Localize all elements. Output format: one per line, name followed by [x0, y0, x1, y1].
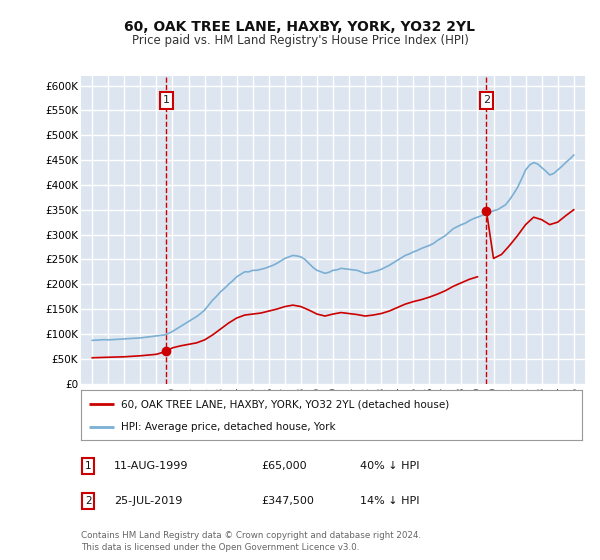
Text: 2: 2	[483, 95, 490, 105]
Text: £65,000: £65,000	[261, 461, 307, 471]
Text: 14% ↓ HPI: 14% ↓ HPI	[360, 496, 419, 506]
Text: 40% ↓ HPI: 40% ↓ HPI	[360, 461, 419, 471]
Text: 25-JUL-2019: 25-JUL-2019	[114, 496, 182, 506]
Text: 11-AUG-1999: 11-AUG-1999	[114, 461, 188, 471]
Text: 60, OAK TREE LANE, HAXBY, YORK, YO32 2YL: 60, OAK TREE LANE, HAXBY, YORK, YO32 2YL	[125, 20, 476, 34]
Text: 1: 1	[163, 95, 170, 105]
Text: HPI: Average price, detached house, York: HPI: Average price, detached house, York	[121, 422, 336, 432]
Text: 60, OAK TREE LANE, HAXBY, YORK, YO32 2YL (detached house): 60, OAK TREE LANE, HAXBY, YORK, YO32 2YL…	[121, 399, 449, 409]
Text: 1: 1	[85, 461, 92, 471]
Text: Contains HM Land Registry data © Crown copyright and database right 2024.
This d: Contains HM Land Registry data © Crown c…	[81, 531, 421, 552]
Text: 2: 2	[85, 496, 92, 506]
Text: Price paid vs. HM Land Registry's House Price Index (HPI): Price paid vs. HM Land Registry's House …	[131, 34, 469, 46]
Text: £347,500: £347,500	[261, 496, 314, 506]
